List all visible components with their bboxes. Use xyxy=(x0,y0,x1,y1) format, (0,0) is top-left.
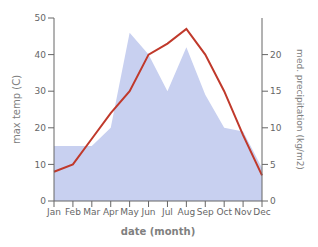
svg-text:med. precipitation (kg/m2): med. precipitation (kg/m2) xyxy=(295,49,305,170)
svg-text:Nov: Nov xyxy=(234,207,252,217)
svg-text:10: 10 xyxy=(270,123,282,133)
svg-text:0: 0 xyxy=(40,196,46,206)
svg-text:Feb: Feb xyxy=(65,207,81,217)
svg-text:Sep: Sep xyxy=(197,207,214,217)
svg-text:20: 20 xyxy=(270,50,282,60)
svg-text:Apr: Apr xyxy=(103,207,119,217)
svg-text:5: 5 xyxy=(270,160,276,170)
svg-text:40: 40 xyxy=(35,50,47,60)
svg-text:Mar: Mar xyxy=(83,207,100,217)
svg-text:Dec: Dec xyxy=(253,207,270,217)
svg-text:50: 50 xyxy=(35,13,47,23)
svg-text:Jun: Jun xyxy=(141,207,156,217)
svg-text:Jul: Jul xyxy=(161,207,173,217)
svg-text:15: 15 xyxy=(270,86,281,96)
svg-text:Oct: Oct xyxy=(216,207,232,217)
svg-text:Aug: Aug xyxy=(178,207,196,217)
svg-text:max temp (C): max temp (C) xyxy=(11,75,22,144)
svg-text:0: 0 xyxy=(270,196,276,206)
svg-text:Jan: Jan xyxy=(46,207,61,217)
svg-text:May: May xyxy=(120,207,139,217)
svg-text:30: 30 xyxy=(35,86,47,96)
svg-text:date (month): date (month) xyxy=(121,226,195,237)
svg-text:20: 20 xyxy=(35,123,47,133)
svg-text:10: 10 xyxy=(35,160,47,170)
